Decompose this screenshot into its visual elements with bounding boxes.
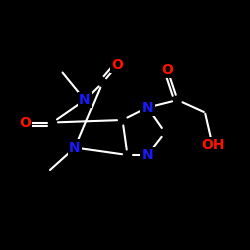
- Text: N: N: [142, 148, 153, 162]
- Text: OH: OH: [201, 138, 224, 152]
- Text: N: N: [79, 93, 91, 107]
- Text: O: O: [112, 58, 124, 72]
- Text: O: O: [19, 116, 31, 130]
- Text: O: O: [162, 63, 173, 77]
- Text: N: N: [142, 100, 153, 114]
- Text: N: N: [69, 140, 81, 154]
